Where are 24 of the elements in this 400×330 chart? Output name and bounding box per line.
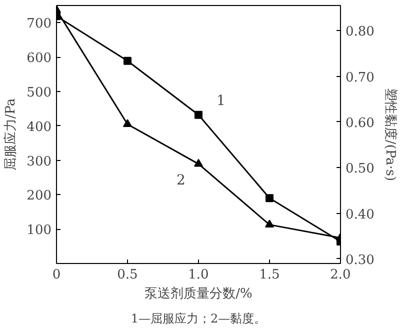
y-tick-label: 500 xyxy=(26,86,52,100)
x-axis-title: 泵送剂质量分数/% xyxy=(144,286,252,302)
y2-tick-label: 0.80 xyxy=(346,24,374,40)
x-tick-label: 2.0 xyxy=(330,268,351,282)
y-tick-label: 100 xyxy=(26,223,52,238)
y-axis-title: 屈服应力/Pa xyxy=(2,98,19,171)
x-tick-label: 1.5 xyxy=(259,268,280,282)
y2-axis-title: 塑性黏度/(Pa·s) xyxy=(382,88,398,182)
y-tick-label: 300 xyxy=(26,154,52,170)
text: 1—屈服应力；2—黏度。 xyxy=(130,312,266,326)
y2-tick-label: 0.60 xyxy=(346,116,374,131)
y-tick-label: 600 xyxy=(26,51,52,66)
y-tick-label: 200 xyxy=(26,188,52,204)
y2-tick-label: 0.70 xyxy=(346,70,374,86)
x-tick-label: 0 xyxy=(52,268,61,282)
x-tick-label: 1.0 xyxy=(188,268,209,282)
y-tick-label: 400 xyxy=(26,120,52,135)
y2-tick-label: 0.30 xyxy=(346,252,374,268)
annotation: 1 xyxy=(216,92,226,109)
y2-tick-label: 0.50 xyxy=(346,162,374,177)
annotation: 2 xyxy=(176,172,186,189)
x-tick-label: 0.5 xyxy=(117,268,138,282)
y-tick-label: 700 xyxy=(26,16,52,32)
y2-tick-label: 0.40 xyxy=(346,207,374,222)
